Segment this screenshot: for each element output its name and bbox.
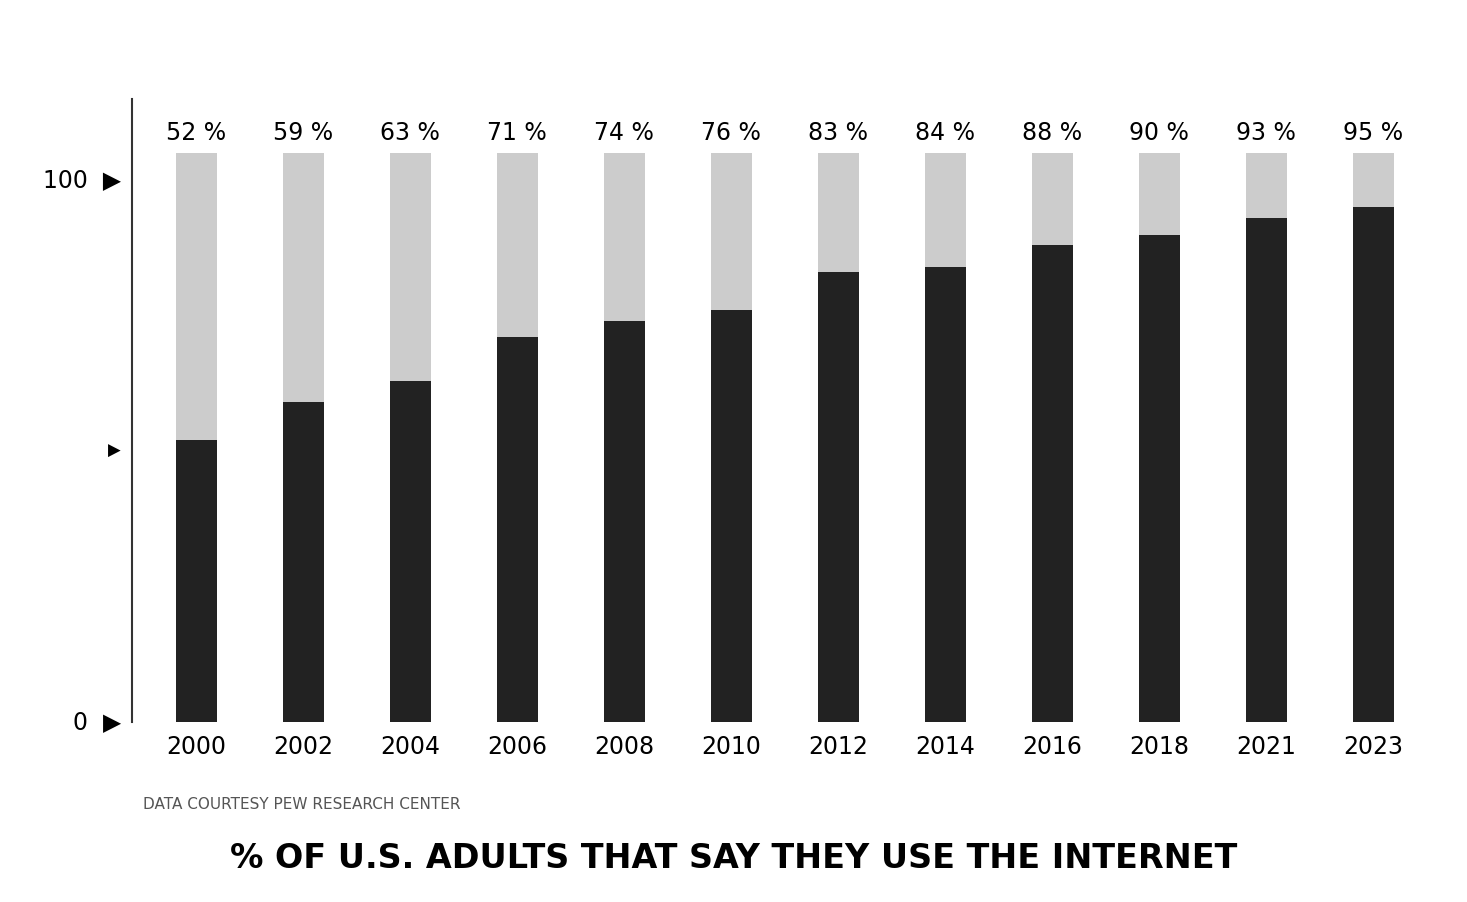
Text: 90 %: 90 % bbox=[1130, 121, 1190, 145]
Bar bbox=[390, 381, 431, 722]
Text: 76 %: 76 % bbox=[701, 121, 761, 145]
Text: ▶: ▶ bbox=[109, 442, 120, 460]
Bar bbox=[1353, 207, 1394, 722]
Bar bbox=[1033, 245, 1072, 722]
Bar bbox=[1245, 218, 1287, 722]
Text: 59 %: 59 % bbox=[273, 121, 333, 145]
Bar bbox=[497, 337, 537, 722]
Bar bbox=[1353, 153, 1394, 207]
Bar bbox=[497, 153, 537, 337]
Bar bbox=[176, 153, 217, 440]
Bar bbox=[819, 153, 858, 272]
Bar bbox=[283, 153, 324, 402]
Text: 71 %: 71 % bbox=[487, 121, 547, 145]
Bar bbox=[1138, 153, 1179, 235]
Bar bbox=[1033, 153, 1072, 245]
Bar bbox=[926, 153, 965, 267]
Text: 74 %: 74 % bbox=[594, 121, 654, 145]
Text: % OF U.S. ADULTS THAT SAY THEY USE THE INTERNET: % OF U.S. ADULTS THAT SAY THEY USE THE I… bbox=[230, 842, 1237, 875]
Bar bbox=[1138, 235, 1179, 722]
Bar bbox=[604, 153, 644, 321]
Text: 100  ▶: 100 ▶ bbox=[43, 169, 120, 192]
Text: DATA COURTESY PEW RESEARCH CENTER: DATA COURTESY PEW RESEARCH CENTER bbox=[142, 797, 461, 813]
Text: 63 %: 63 % bbox=[380, 121, 440, 145]
Text: 88 %: 88 % bbox=[1022, 121, 1083, 145]
Text: 95 %: 95 % bbox=[1344, 121, 1404, 145]
Bar bbox=[926, 267, 965, 722]
Bar bbox=[604, 321, 644, 722]
Text: 0  ▶: 0 ▶ bbox=[73, 710, 120, 733]
Text: 93 %: 93 % bbox=[1237, 121, 1297, 145]
Bar bbox=[711, 310, 751, 722]
Bar bbox=[711, 153, 751, 310]
Text: 52 %: 52 % bbox=[166, 121, 226, 145]
Bar bbox=[1245, 153, 1287, 218]
Text: 84 %: 84 % bbox=[915, 121, 976, 145]
Bar bbox=[390, 153, 431, 381]
Text: 83 %: 83 % bbox=[808, 121, 868, 145]
Bar bbox=[176, 440, 217, 722]
Bar bbox=[283, 402, 324, 722]
Bar bbox=[819, 272, 858, 722]
